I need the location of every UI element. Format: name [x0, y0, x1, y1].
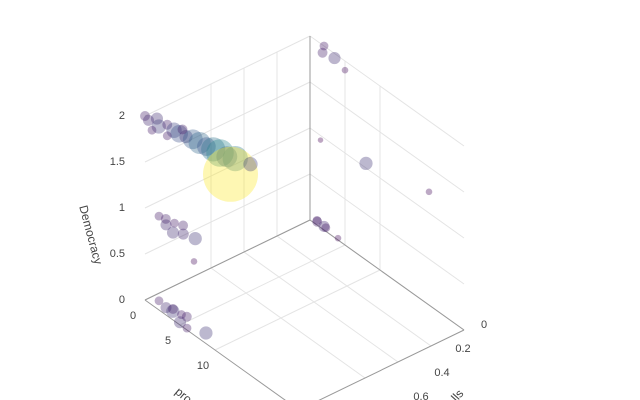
marker	[160, 219, 172, 231]
grid-line	[243, 251, 399, 363]
marker	[317, 47, 328, 58]
marker	[177, 124, 188, 135]
marker	[216, 146, 238, 168]
grid-line	[144, 81, 311, 163]
marker	[359, 156, 373, 170]
marker	[162, 131, 172, 141]
marker	[328, 52, 341, 65]
y-tick-label: 0.6	[413, 391, 428, 400]
x-tick-label: 5	[165, 335, 171, 347]
grid-line	[309, 173, 465, 285]
marker	[179, 129, 193, 144]
marker	[177, 228, 189, 240]
marker	[312, 216, 322, 225]
grid-line	[276, 235, 432, 347]
grid-line	[210, 267, 366, 379]
marker	[170, 125, 188, 143]
marker	[317, 137, 324, 143]
marker	[143, 114, 154, 126]
grid-line	[309, 127, 465, 239]
marker	[321, 223, 331, 233]
marker	[160, 302, 172, 314]
marker	[188, 131, 211, 154]
x-axis-title: pro	[172, 384, 195, 400]
grid-line	[144, 127, 311, 209]
y-tick-label: 0	[481, 319, 487, 331]
marker	[147, 125, 157, 135]
marker	[173, 316, 187, 329]
grid-line	[309, 81, 465, 193]
marker	[203, 146, 258, 202]
marker	[160, 213, 171, 224]
grid-line	[309, 35, 465, 147]
grid-line	[144, 173, 311, 255]
z-axis-title: Democracy	[76, 204, 105, 266]
z-tick-label: 1	[119, 202, 125, 214]
marker	[154, 211, 164, 221]
marker	[199, 326, 213, 340]
marker	[197, 137, 216, 156]
marker	[182, 323, 192, 333]
marker	[243, 157, 258, 172]
marker	[140, 111, 150, 121]
marker	[166, 122, 182, 138]
marker	[190, 258, 198, 265]
x-tick-label: 0	[130, 310, 136, 322]
marker	[168, 304, 178, 314]
marker	[222, 145, 248, 172]
y-tick-label: 0.4	[434, 367, 449, 379]
marker	[425, 188, 433, 196]
marker	[319, 41, 329, 51]
axis-edge	[144, 299, 286, 400]
marker	[150, 112, 163, 125]
marker	[312, 216, 323, 227]
markers	[140, 41, 433, 340]
marker	[201, 137, 226, 162]
marker	[166, 226, 180, 239]
marker	[206, 139, 234, 167]
z-tick-label: 0	[119, 294, 125, 306]
x-tick-label: 10	[197, 360, 209, 372]
marker	[162, 119, 173, 130]
marker	[170, 218, 179, 228]
z-tick-label: 1.5	[110, 156, 125, 168]
z-tick-label: 2	[119, 110, 125, 122]
marker	[334, 234, 342, 242]
z-tick-label: 0.5	[110, 248, 125, 260]
axis-edge	[144, 219, 311, 301]
grid-line	[214, 269, 381, 351]
marker	[341, 66, 349, 74]
marker	[166, 304, 180, 318]
marker	[178, 220, 189, 231]
axis-edge	[318, 329, 465, 400]
marker	[181, 311, 192, 322]
marker	[151, 119, 166, 134]
grid-line	[179, 244, 346, 326]
grid-line	[144, 35, 311, 117]
y-tick-label: 0.2	[455, 343, 470, 355]
grid	[144, 35, 465, 400]
marker	[188, 232, 202, 246]
y-axis-title: lls	[448, 387, 466, 400]
axis-edge	[309, 219, 465, 331]
marker	[182, 129, 203, 150]
marker	[177, 310, 186, 319]
marker	[154, 296, 164, 306]
marker	[318, 220, 330, 232]
